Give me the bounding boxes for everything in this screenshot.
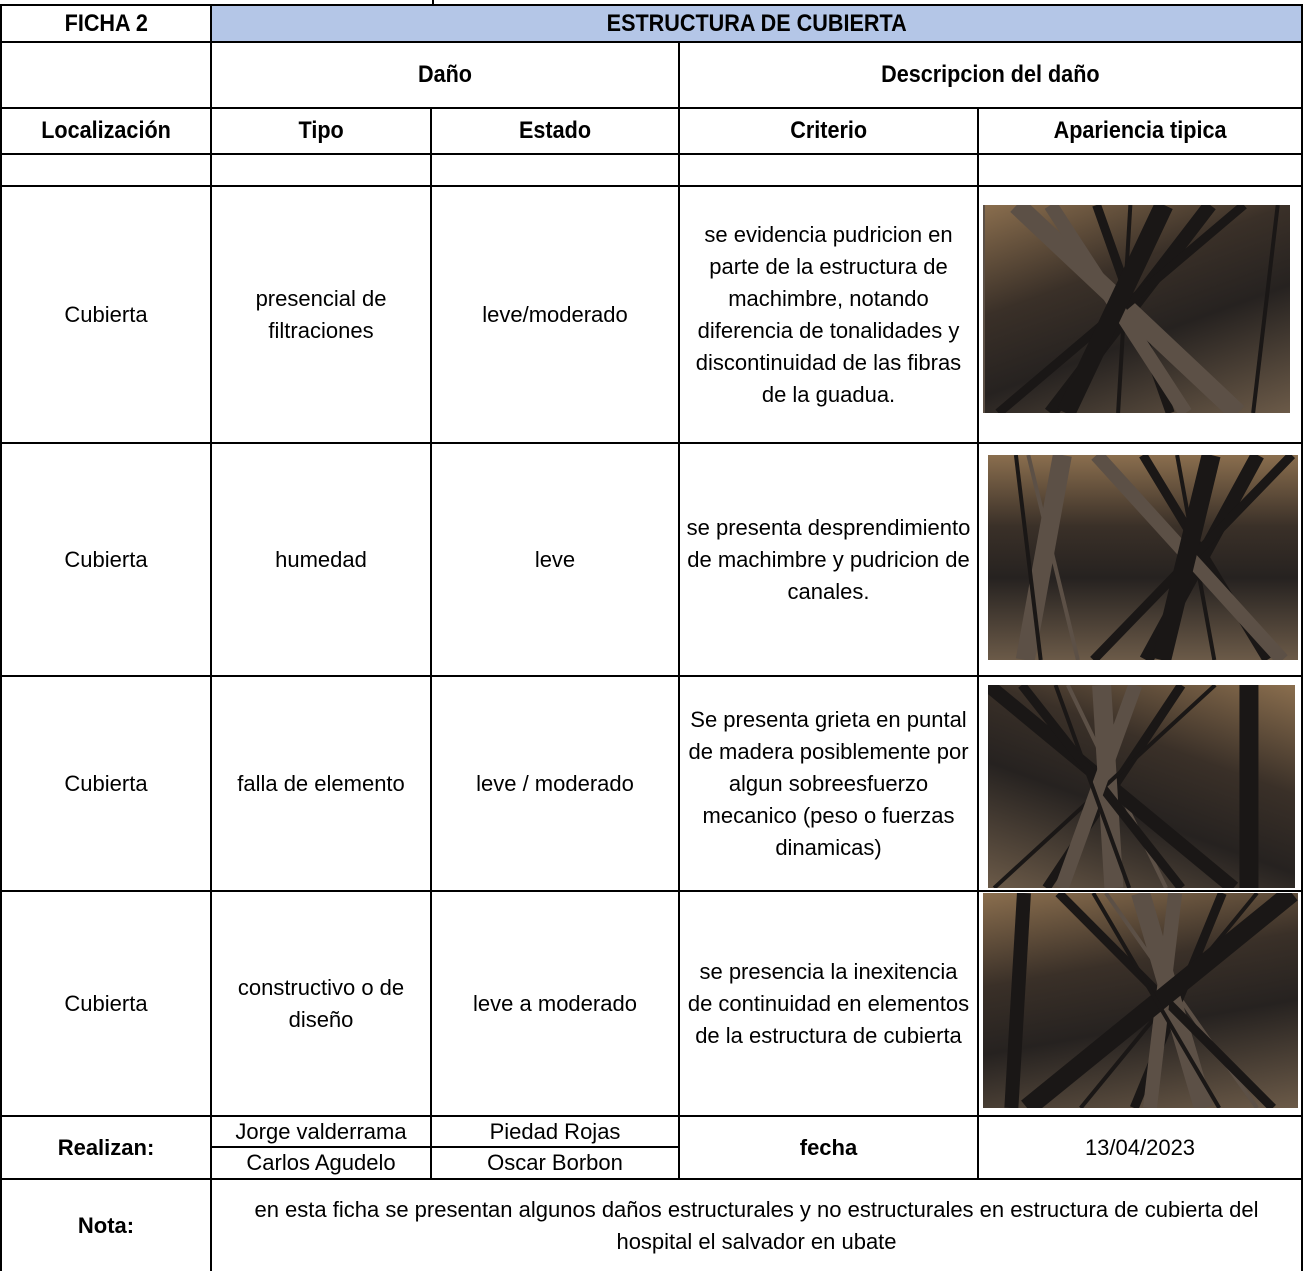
tipo: humedad	[210, 442, 432, 677]
author: Jorge valderrama	[210, 1115, 432, 1148]
ficha: FICHA 2	[64, 9, 148, 37]
criterio: se evidencia pudricion en parte de la es…	[678, 185, 979, 444]
author: Oscar Borbon	[430, 1146, 680, 1180]
photo-cell	[977, 890, 1303, 1117]
ficha-cell: FICHA 2	[0, 4, 212, 43]
criterio: se presencia la inexitencia de continuid…	[678, 890, 979, 1117]
nota: en esta ficha se presentan algunos daños…	[210, 1178, 1303, 1271]
realizan-label: Realizan:	[0, 1115, 212, 1180]
tipo: presencial de filtraciones	[210, 185, 432, 444]
estado: leve/moderado	[430, 185, 680, 444]
column-header: Apariencia tipica	[977, 107, 1303, 155]
empty-cell	[0, 41, 212, 109]
stub-line	[432, 0, 434, 6]
photo	[988, 685, 1295, 888]
title: ESTRUCTURA DE CUBIERTA	[606, 9, 907, 37]
photo	[983, 893, 1298, 1108]
empty-cell	[977, 153, 1303, 187]
localizacion: Cubierta	[0, 185, 212, 444]
localizacion: Cubierta	[0, 675, 212, 892]
column-header: Localización	[0, 107, 212, 155]
estado: leve / moderado	[430, 675, 680, 892]
column-header: Criterio	[678, 107, 979, 155]
group-header: Daño	[210, 41, 680, 109]
photo-art	[1013, 455, 1296, 660]
photo-art	[988, 685, 1259, 888]
photo-art	[1004, 893, 1298, 1108]
photo	[983, 205, 1290, 413]
estado: leve a moderado	[430, 890, 680, 1117]
author: Carlos Agudelo	[210, 1146, 432, 1180]
title-cell: ESTRUCTURA DE CUBIERTA	[210, 4, 1303, 43]
tipo: falla de elemento	[210, 675, 432, 892]
photo	[988, 455, 1298, 660]
empty-cell	[210, 153, 432, 187]
criterio: Se presenta grieta en puntal de madera p…	[678, 675, 979, 892]
estado: leve	[430, 442, 680, 677]
author: Piedad Rojas	[430, 1115, 680, 1148]
column-header: Tipo	[210, 107, 432, 155]
localizacion: Cubierta	[0, 442, 212, 677]
fecha-label: fecha	[678, 1115, 979, 1180]
empty-cell	[0, 153, 212, 187]
photo-art	[983, 205, 1280, 413]
criterio: se presenta desprendimiento de machimbre…	[678, 442, 979, 677]
empty-cell	[430, 153, 680, 187]
empty-cell	[678, 153, 979, 187]
column-header: Estado	[430, 107, 680, 155]
nota-label: Nota:	[0, 1178, 212, 1271]
localizacion: Cubierta	[0, 890, 212, 1117]
fecha: 13/04/2023	[977, 1115, 1303, 1180]
tipo: constructivo o de diseño	[210, 890, 432, 1117]
group-header: Descripcion del daño	[678, 41, 1303, 109]
